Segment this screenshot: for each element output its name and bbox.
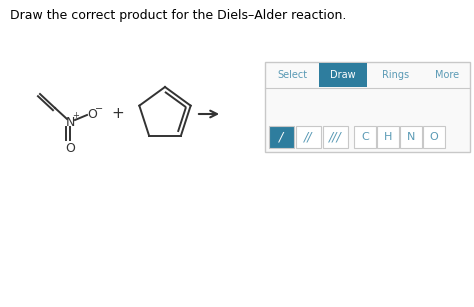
FancyBboxPatch shape — [323, 126, 348, 148]
FancyBboxPatch shape — [400, 126, 422, 148]
Text: Rings: Rings — [382, 70, 409, 80]
Text: Select: Select — [277, 70, 307, 80]
FancyBboxPatch shape — [265, 62, 470, 152]
Text: /: / — [279, 130, 283, 143]
Text: Draw: Draw — [330, 70, 356, 80]
Text: −: − — [95, 104, 103, 114]
FancyBboxPatch shape — [354, 126, 376, 148]
FancyBboxPatch shape — [319, 63, 367, 87]
FancyBboxPatch shape — [269, 126, 294, 148]
Text: ///: /// — [329, 130, 342, 143]
Text: O: O — [65, 142, 75, 156]
Text: +: + — [73, 111, 80, 121]
Text: H: H — [384, 132, 392, 142]
Text: O: O — [429, 132, 438, 142]
Text: C: C — [361, 132, 369, 142]
FancyBboxPatch shape — [423, 126, 445, 148]
Text: N: N — [407, 132, 415, 142]
Text: //: // — [304, 130, 313, 143]
FancyBboxPatch shape — [377, 126, 399, 148]
Text: N: N — [65, 115, 75, 129]
Text: Draw the correct product for the Diels–Alder reaction.: Draw the correct product for the Diels–A… — [10, 9, 346, 22]
Text: More: More — [435, 70, 459, 80]
Text: +: + — [111, 107, 124, 122]
FancyBboxPatch shape — [296, 126, 321, 148]
Text: O: O — [87, 107, 97, 121]
